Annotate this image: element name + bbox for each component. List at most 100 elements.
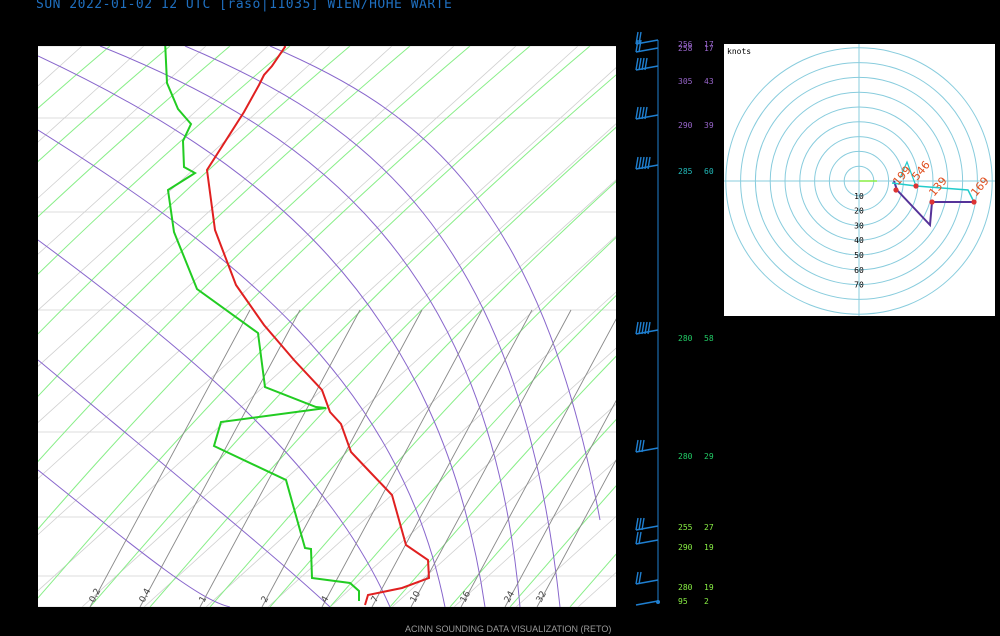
hodograph-ring bbox=[725, 47, 993, 315]
isotherm bbox=[267, 291, 616, 607]
wind-table-row: 290 39 bbox=[678, 121, 714, 130]
hodograph-ring-label: 30 bbox=[854, 221, 864, 230]
wind-table-row: 305 43 bbox=[678, 77, 714, 86]
barb-flag bbox=[641, 439, 645, 453]
isotherm bbox=[0, 46, 20, 607]
wind-speed: 39 bbox=[704, 121, 714, 130]
barb-flag bbox=[638, 321, 642, 335]
mixing-ratio-label: 16 bbox=[459, 589, 473, 604]
hodograph-trace-upper bbox=[891, 182, 975, 203]
barb-flag bbox=[638, 31, 642, 45]
barb-flag bbox=[641, 106, 645, 120]
hodograph-ring-label: 10 bbox=[854, 192, 864, 201]
moist-adiabat bbox=[269, 46, 601, 521]
isotherm bbox=[329, 347, 616, 607]
wind-speed: 60 bbox=[704, 167, 714, 176]
wind-table-row: 280 29 bbox=[678, 452, 714, 461]
wind-barb bbox=[635, 517, 659, 531]
barb-flag bbox=[638, 106, 642, 120]
isotherm bbox=[38, 46, 393, 367]
barb-flag bbox=[635, 517, 639, 531]
wind-direction: 280 bbox=[678, 583, 693, 592]
wind-barb bbox=[635, 439, 659, 453]
barb-flag bbox=[638, 39, 642, 53]
hodograph-ring bbox=[799, 121, 919, 241]
barb-flag bbox=[638, 156, 642, 170]
hodograph-ring bbox=[754, 76, 964, 286]
skewt-profiles bbox=[164, 46, 431, 606]
hodograph-ring bbox=[784, 106, 934, 256]
barb-flag bbox=[641, 57, 645, 71]
wind-barb bbox=[635, 106, 659, 120]
dry-adiabat bbox=[329, 294, 616, 607]
wind-speed: 43 bbox=[704, 77, 714, 86]
moist-adiabat bbox=[99, 46, 521, 607]
barb-flag bbox=[635, 31, 639, 45]
mixing-ratio-line bbox=[199, 309, 361, 607]
barb-flag bbox=[635, 156, 639, 170]
isotherm bbox=[38, 46, 517, 480]
dry-adiabat bbox=[149, 126, 616, 607]
barb-flag bbox=[635, 571, 639, 585]
mixing-ratio-label: 10 bbox=[409, 589, 423, 604]
hodograph-ring-label: 50 bbox=[854, 251, 864, 260]
hodograph-ring-label: 20 bbox=[854, 207, 864, 216]
barb-flag bbox=[638, 517, 642, 531]
wind-barbs bbox=[635, 31, 660, 606]
wind-direction: 280 bbox=[678, 334, 693, 343]
barb-flag bbox=[638, 531, 642, 545]
wind-direction: 95 bbox=[678, 597, 688, 606]
dry-adiabat bbox=[209, 180, 616, 607]
barb-flag bbox=[641, 156, 645, 170]
isotherm bbox=[205, 235, 616, 607]
dry-adiabat bbox=[38, 46, 351, 335]
hodograph-point bbox=[913, 183, 919, 189]
isotherm bbox=[143, 179, 616, 607]
mixing-ratio-line bbox=[410, 309, 572, 607]
mixing-ratio-line bbox=[371, 309, 533, 607]
dry-adiabat bbox=[509, 485, 616, 607]
dry-adiabat bbox=[38, 46, 471, 463]
barb-flag bbox=[644, 156, 648, 170]
dry-adiabat bbox=[38, 46, 531, 530]
barb-flag bbox=[641, 321, 645, 335]
dry-adiabat bbox=[38, 46, 291, 275]
hodograph-ring-label: 60 bbox=[854, 266, 864, 275]
wind-speed: 19 bbox=[704, 583, 714, 592]
hodograph-ring bbox=[740, 62, 978, 300]
mixing-ratio-line bbox=[504, 400, 616, 607]
wind-table-row: 280 58 bbox=[678, 334, 714, 343]
barb-flag bbox=[644, 321, 648, 335]
dry-adiabat bbox=[389, 355, 616, 607]
mixing-ratio-line bbox=[89, 309, 251, 607]
barb-flag bbox=[635, 39, 639, 53]
barb-flag bbox=[635, 57, 639, 71]
wind-speed: 17 bbox=[704, 40, 714, 49]
wind-speed: 27 bbox=[704, 523, 714, 532]
barb-flag bbox=[647, 156, 651, 170]
mixing-ratio-label: 2 bbox=[260, 595, 272, 605]
isotherm bbox=[38, 46, 455, 423]
dry-adiabat bbox=[38, 46, 591, 599]
mixing-ratio-label: 24 bbox=[503, 589, 517, 604]
hodograph-ring-label: 40 bbox=[854, 236, 864, 245]
mixing-ratio-line bbox=[139, 309, 301, 607]
wind-table-row: 95 2 bbox=[678, 597, 709, 606]
wind-barb bbox=[635, 57, 659, 71]
mixing-ratio-label: 4 bbox=[320, 594, 332, 604]
temperature-line bbox=[205, 46, 431, 606]
dry-adiabat bbox=[38, 46, 231, 218]
moist-adiabat bbox=[38, 55, 486, 607]
mixing-ratio-line bbox=[460, 318, 616, 607]
wind-direction: 290 bbox=[678, 121, 693, 130]
isotherm bbox=[38, 46, 207, 199]
page-title: SUN 2022-01-02 12 UTC [raso|11035] WIEN/… bbox=[36, 0, 453, 12]
isotherm bbox=[38, 46, 269, 255]
isotherm bbox=[38, 46, 579, 536]
barb-flag bbox=[647, 321, 651, 335]
wind-barb bbox=[635, 321, 659, 335]
skewt-plot-area bbox=[38, 46, 616, 607]
dry-adiabat bbox=[269, 236, 616, 607]
skewt-grid bbox=[0, 46, 616, 607]
